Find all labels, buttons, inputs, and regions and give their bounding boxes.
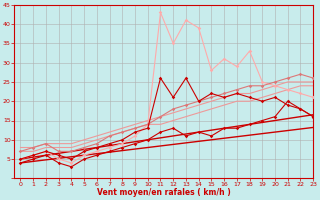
X-axis label: Vent moyen/en rafales ( km/h ): Vent moyen/en rafales ( km/h ) <box>97 188 230 197</box>
